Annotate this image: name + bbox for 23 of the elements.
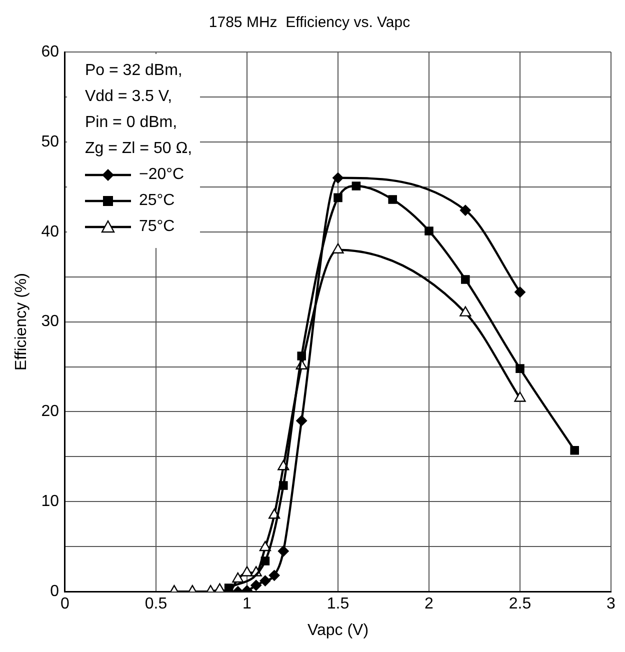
y-tick-label: 10: [41, 493, 60, 510]
x-tick-label: 3: [606, 596, 616, 613]
x-tick-label: 0.5: [144, 596, 168, 613]
y-tick-label: 0: [50, 583, 60, 600]
legend-label: −20°C: [138, 166, 184, 183]
x-tick-label: 1.5: [326, 596, 350, 613]
y-tick-label: 20: [41, 403, 60, 420]
annotation: Zg = Zl = 50 Ω,: [84, 139, 192, 159]
annotation: Pin = 0 dBm,: [84, 113, 178, 133]
x-axis-title: Vapc (V): [307, 622, 369, 639]
legend-label: 25°C: [138, 192, 175, 209]
chart-title: 1785 MHz Efficiency vs. Vapc: [208, 14, 411, 32]
y-tick-label: 30: [41, 313, 60, 330]
y-tick-label: 50: [41, 133, 60, 150]
x-tick-label: 2.5: [508, 596, 532, 613]
legend-label: 75°C: [138, 218, 175, 235]
y-tick-label: 60: [41, 43, 60, 60]
annotation: Vdd = 3.5 V,: [84, 87, 174, 107]
y-tick-label: 40: [41, 223, 60, 240]
x-tick-label: 2: [424, 596, 434, 613]
y-axis-title: Efficiency (%): [13, 273, 30, 371]
annotation: Po = 32 dBm,: [84, 61, 184, 81]
x-tick-label: 1: [242, 596, 252, 613]
